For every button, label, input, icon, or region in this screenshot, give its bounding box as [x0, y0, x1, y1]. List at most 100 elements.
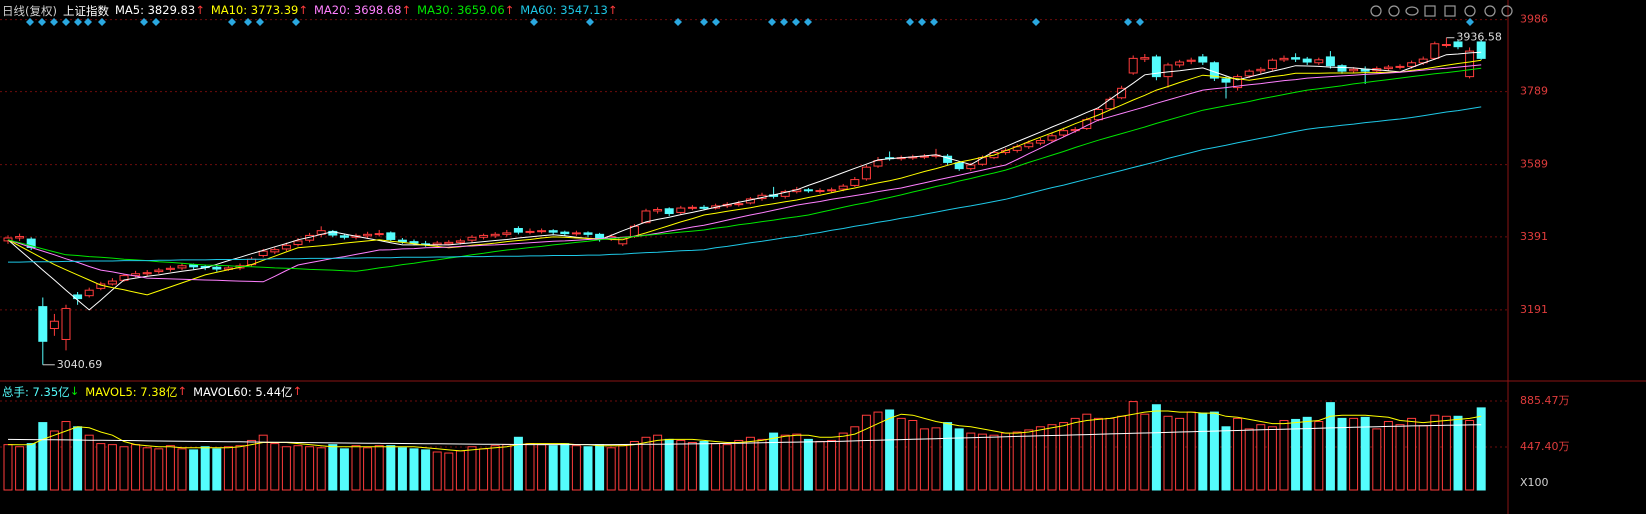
signal-marker — [62, 18, 70, 26]
volume-bar — [397, 447, 407, 491]
candle-body — [861, 166, 871, 180]
volume-bar — [629, 440, 639, 491]
volume-bar — [560, 443, 570, 491]
candle-body — [165, 267, 175, 270]
volume-bar — [1453, 415, 1463, 491]
legend-label: MA30: 3659.06 — [417, 3, 505, 17]
volume-bar — [189, 449, 199, 491]
volume-bar — [827, 439, 837, 491]
volume-bar — [432, 451, 442, 491]
volume-bar — [861, 414, 871, 491]
candle-body — [1256, 68, 1266, 72]
settings-icon[interactable] — [1370, 5, 1382, 17]
index-name: 上证指数 — [62, 4, 109, 18]
volume-arrow: ↓ — [69, 384, 80, 398]
volume-bar — [1465, 419, 1475, 491]
volume-bar — [954, 428, 964, 491]
candle-body — [1221, 78, 1231, 83]
candle-body — [444, 241, 454, 245]
volume-bar — [943, 422, 953, 491]
candle-body — [1198, 56, 1208, 63]
volume-bar — [409, 448, 419, 491]
volume-bar — [305, 446, 315, 491]
volume-bar — [339, 448, 349, 491]
volume-bar — [479, 448, 489, 491]
signal-marker — [918, 18, 926, 26]
volume-bar — [1012, 431, 1022, 491]
volume-bar — [258, 434, 268, 491]
volume-bar — [1198, 412, 1208, 491]
candle-body — [966, 164, 976, 170]
volume-bar — [3, 444, 13, 491]
candle-body — [513, 227, 523, 233]
volume-bar — [165, 445, 175, 491]
candle-body — [1117, 87, 1127, 99]
volume-bar — [1140, 413, 1150, 491]
moving-average-line — [7, 67, 1482, 272]
indicator-icon[interactable] — [1388, 5, 1400, 17]
candle-body — [270, 249, 280, 253]
signal-marker — [1032, 18, 1040, 26]
volume-label: 总手: 7.35亿 — [2, 385, 70, 399]
candle-body — [815, 190, 825, 193]
volume-bar — [745, 436, 755, 491]
volume-bar — [606, 447, 616, 491]
volume-bar — [1279, 419, 1289, 491]
candle-body — [1476, 41, 1486, 59]
volume-bar — [815, 440, 825, 491]
volume-bar — [583, 446, 593, 491]
zoom-in-icon[interactable] — [1484, 5, 1496, 17]
up-icon[interactable] — [1464, 5, 1476, 17]
volume-bar — [977, 433, 987, 491]
volume-bar — [96, 443, 106, 491]
volume-bar — [664, 438, 674, 491]
candle-body — [1279, 57, 1289, 61]
legend-entry: MA5: 3829.83 ↑ — [115, 3, 205, 19]
volume-bar — [792, 433, 802, 491]
candle-body — [177, 265, 187, 269]
legend-arrow: ↑ — [401, 3, 412, 17]
y-tick-label: 447.40万 — [1520, 440, 1570, 453]
candle-body — [1302, 58, 1312, 63]
bag-icon[interactable] — [1424, 5, 1436, 17]
candle-body — [560, 231, 570, 235]
candle-body — [1186, 59, 1196, 62]
legend-arrow: ↑ — [298, 3, 308, 17]
volume-bar — [885, 409, 895, 491]
volume-bar — [1070, 417, 1080, 491]
signal-marker — [256, 18, 264, 26]
candle-body — [479, 234, 489, 238]
signal-marker — [780, 18, 788, 26]
moving-average-line — [7, 59, 1482, 296]
signal-marker — [140, 18, 148, 26]
volume-bar — [1047, 424, 1057, 491]
candle-body — [850, 179, 860, 186]
candle-body — [409, 241, 419, 244]
volume-bar — [1151, 404, 1161, 491]
volume-bar — [1128, 401, 1138, 491]
candle-body — [1325, 56, 1335, 67]
volume-bar — [687, 442, 697, 491]
view-icon[interactable] — [1405, 6, 1419, 16]
candle-body — [676, 207, 686, 213]
volume-bar — [1024, 429, 1034, 491]
candle-body — [1314, 59, 1324, 64]
zoom-out-icon[interactable] — [1501, 5, 1513, 17]
candle-body — [954, 162, 964, 170]
candle-body — [386, 232, 396, 240]
volume-bar — [1244, 428, 1254, 491]
volume-bar — [769, 432, 779, 491]
signal-marker — [700, 18, 708, 26]
volume-bar — [966, 432, 976, 491]
print-icon[interactable] — [1444, 5, 1456, 17]
candle-body — [154, 269, 164, 273]
volume-bar — [537, 444, 547, 491]
candle-body — [1175, 61, 1185, 66]
candle-body — [61, 307, 71, 340]
candle-body — [1441, 44, 1451, 47]
volume-bar — [653, 434, 663, 491]
candle-body — [537, 230, 547, 233]
volume-bar — [363, 447, 373, 491]
signal-marker — [244, 18, 252, 26]
